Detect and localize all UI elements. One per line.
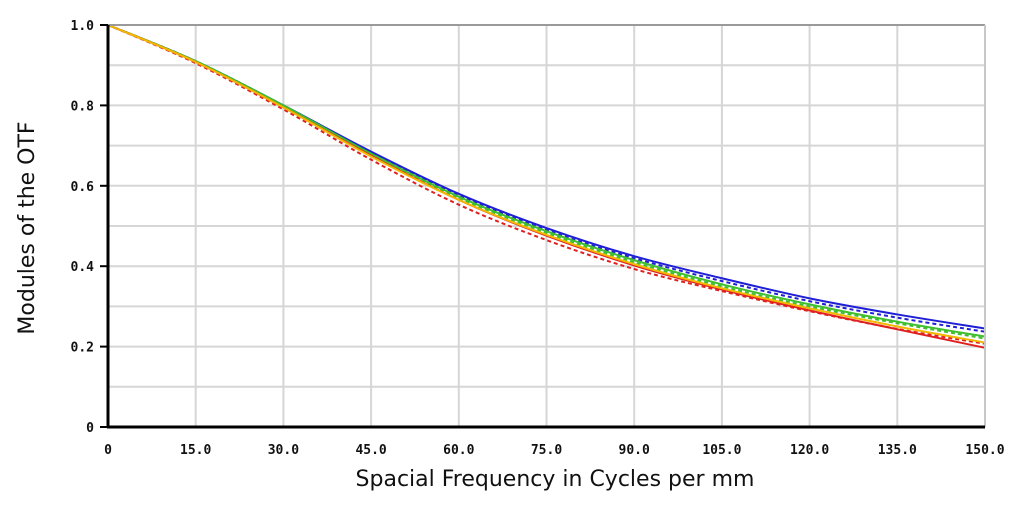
x-tick-label: 135.0: [878, 443, 917, 458]
y-axis-title: Modules of the OTF: [15, 121, 40, 334]
x-tick-label: 60.0: [443, 443, 474, 458]
x-tick-label: 15.0: [180, 443, 211, 458]
x-tick-label: 105.0: [702, 443, 741, 458]
y-tick-labels: 0 0.2 0.4 0.6 0.8 1.0: [71, 19, 95, 436]
x-tick-label: 90.0: [619, 443, 650, 458]
x-tick-label: 45.0: [355, 443, 386, 458]
x-axis-title: Spacial Frequency in Cycles per mm: [356, 467, 755, 492]
axes: [100, 24, 986, 429]
series-line-3: [107, 24, 986, 338]
x-tick-label: 150.0: [965, 443, 1004, 458]
series-line-4: [107, 24, 986, 340]
series-line-7: [107, 24, 986, 344]
y-tick-label: 0.4: [71, 260, 95, 275]
y-tick-label: 0.6: [71, 180, 95, 195]
y-tick-label: 1.0: [71, 19, 95, 34]
y-tick-label: 0: [86, 421, 94, 436]
series-line-6: [107, 24, 986, 345]
x-tick-label: 120.0: [790, 443, 829, 458]
y-tick-label: 0.8: [71, 99, 95, 114]
x-tick-label: 30.0: [268, 443, 299, 458]
series-layer: [107, 24, 986, 349]
y-tick-label: 0.2: [71, 341, 94, 356]
x-tick-label: 75.0: [531, 443, 562, 458]
x-tick-labels: 0 15.0 30.0 45.0 60.0 75.0 90.0 105.0 120.0 135.0…: [104, 443, 1005, 458]
x-tick-label: 0: [104, 443, 112, 458]
